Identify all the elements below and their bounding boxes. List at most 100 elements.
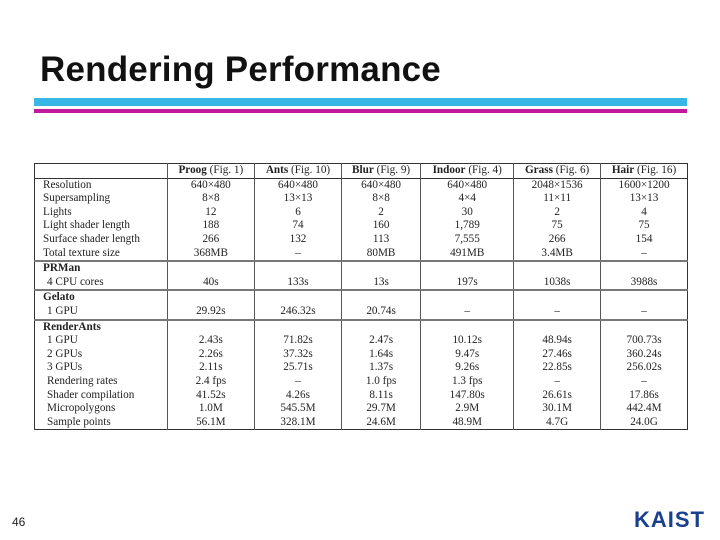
table-cell: 640×480: [166, 177, 255, 193]
table-cell: 1038s: [513, 275, 601, 291]
table-cell: 9.26s: [420, 361, 514, 375]
table-row: 1 GPU 29.92s 246.32s 20.74s – – –: [35, 304, 688, 320]
table-cell-empty: [254, 260, 342, 276]
table-cell: 2.26s: [166, 347, 255, 362]
row-label: 2 GPUs: [47, 347, 83, 360]
table-cell: 29.7M: [340, 402, 421, 416]
column-header: Blur (Fig. 9): [340, 163, 421, 179]
column-header-ref: (Fig. 9): [376, 164, 411, 176]
table-row: Shader compilation 41.52s 4.26s 8.11s 147.80…: [35, 388, 688, 403]
table-cell-empty: [600, 318, 688, 335]
table-cell: 246.32s: [254, 304, 342, 320]
table-cell: 160: [340, 219, 421, 233]
column-header: Indoor (Fig. 4): [420, 163, 514, 179]
table-row: Rendering rates 2.4 fps –1.0 fps 1.3 fps – –: [35, 374, 688, 389]
table-cell: 640×480: [420, 177, 514, 193]
performance-table: Proog (Fig. 1) Ants (Fig. 10) Blur (Fig. 9…: [34, 163, 688, 431]
table-cell: 13s: [340, 275, 421, 291]
column-header-name: Proog: [178, 164, 207, 176]
table-cell: 4×4: [420, 192, 514, 206]
table-cell: 368MB: [166, 246, 255, 262]
table-cell: 7,555: [420, 232, 514, 247]
table-cell: 30: [420, 205, 514, 220]
table-cell: 8.11s: [340, 388, 421, 403]
group-label: Gelato: [34, 289, 168, 305]
table-cell: –: [600, 304, 688, 320]
table-cell-empty: [340, 318, 421, 335]
table-cell: 113: [340, 232, 421, 247]
table-cell: 3.4MB: [513, 246, 601, 262]
table-cell: –: [513, 374, 601, 389]
column-header-ref: (Fig. 16): [637, 164, 677, 176]
table-cell: 2.4 fps: [166, 374, 255, 389]
table-cell: 1600×1200: [600, 177, 688, 193]
table-cell: –: [513, 304, 601, 320]
table-row: Light shader length 188 74 160 1,789 75 75: [35, 219, 688, 233]
column-header-ref: (Fig. 6): [555, 164, 590, 176]
table-cell: –: [420, 304, 514, 320]
table-cell-empty: [166, 318, 255, 335]
table-cell: –: [254, 374, 342, 389]
table-cell: 12: [166, 205, 255, 220]
table-cell: 13×13: [254, 192, 342, 206]
table-cell: 8×8: [340, 192, 421, 206]
table-cell: 26.61s: [513, 388, 601, 403]
table-cell: 1.0 fps: [340, 374, 421, 389]
row-label: Rendering rates: [47, 374, 118, 387]
column-header-name: Grass: [524, 164, 553, 176]
table-cell-empty: [340, 289, 421, 305]
table-cell: 266: [513, 232, 601, 247]
table-cell-empty: [340, 260, 421, 276]
table-cell: 1.64s: [340, 347, 421, 362]
table-cell: 75: [513, 219, 601, 233]
table-row: 1 GPU 2.43s 71.82s 2.47s 10.12s 48.94s 700.73s: [35, 334, 688, 348]
table-cell-empty: [513, 318, 601, 335]
table-row: Surface shader length 266 132 113 7,555 266 15…: [35, 232, 688, 247]
table-cell: 2.47s: [340, 334, 421, 348]
row-label: Lights: [43, 205, 72, 218]
column-header: Ants (Fig. 10): [254, 163, 342, 179]
table-cell: 27.46s: [513, 347, 601, 362]
table-cell: 491MB: [420, 246, 514, 262]
table-cell: 8×8: [166, 192, 255, 206]
table-cell: 4.7G: [513, 415, 601, 430]
row-label: Sample points: [47, 415, 111, 428]
table-cell: 1.3 fps: [420, 374, 514, 389]
table-cell-empty: [420, 318, 514, 335]
table-cell: 442.4M: [600, 402, 688, 416]
table-cell: 13×13: [600, 192, 688, 206]
table-cell: 1.0M: [166, 402, 255, 416]
kaist-logo-text: KAIST: [634, 507, 705, 532]
table-cell: 48.9M: [420, 415, 514, 430]
table-cell: 640×480: [254, 177, 342, 193]
row-label: Light shader length: [43, 219, 130, 232]
row-label: Total texture size: [43, 246, 120, 259]
table-row: Resolution 640×480 640×480 640×480 640×480 20…: [34, 177, 688, 193]
table-cell: 154: [600, 232, 688, 247]
table-cell-empty: [166, 260, 255, 276]
table-cell: –: [600, 374, 688, 389]
table-row: Total texture size 368MB –80MB 491MB 3.4MB –: [35, 246, 688, 262]
table-row: Sample points 56.1M 328.1M 24.6M 48.9M 4.7G 24…: [35, 415, 688, 430]
table-cell-empty: [254, 318, 342, 335]
table-row: Lights 12 6 2 30 2 4: [35, 205, 688, 220]
slide-number: 46: [12, 515, 26, 529]
table-cell: 80MB: [340, 246, 421, 262]
group-header-row: PRMan: [34, 260, 688, 276]
table-cell: 1.37s: [340, 361, 421, 375]
column-header: Proog (Fig. 1): [166, 163, 255, 179]
table-cell: 266: [166, 232, 255, 247]
table-cell: 75: [600, 219, 688, 233]
table-cell: 360.24s: [600, 347, 688, 362]
table-cell: 2.11s: [166, 361, 255, 375]
column-header-ref: (Fig. 10): [291, 164, 331, 176]
row-label: 4 CPU cores: [47, 275, 104, 288]
table-cell: 2048×1536: [513, 177, 601, 193]
table-cell: 1,789: [420, 219, 514, 233]
table-row: 4 CPU cores 40s 133s 13s 197s 1038s 3988s: [35, 275, 688, 291]
row-label: Micropolygons: [47, 402, 116, 415]
table-cell: 328.1M: [254, 415, 342, 430]
table-cell: 25.71s: [254, 361, 342, 375]
table-cell: 132: [254, 232, 342, 247]
column-header: Grass (Fig. 6): [513, 163, 601, 179]
